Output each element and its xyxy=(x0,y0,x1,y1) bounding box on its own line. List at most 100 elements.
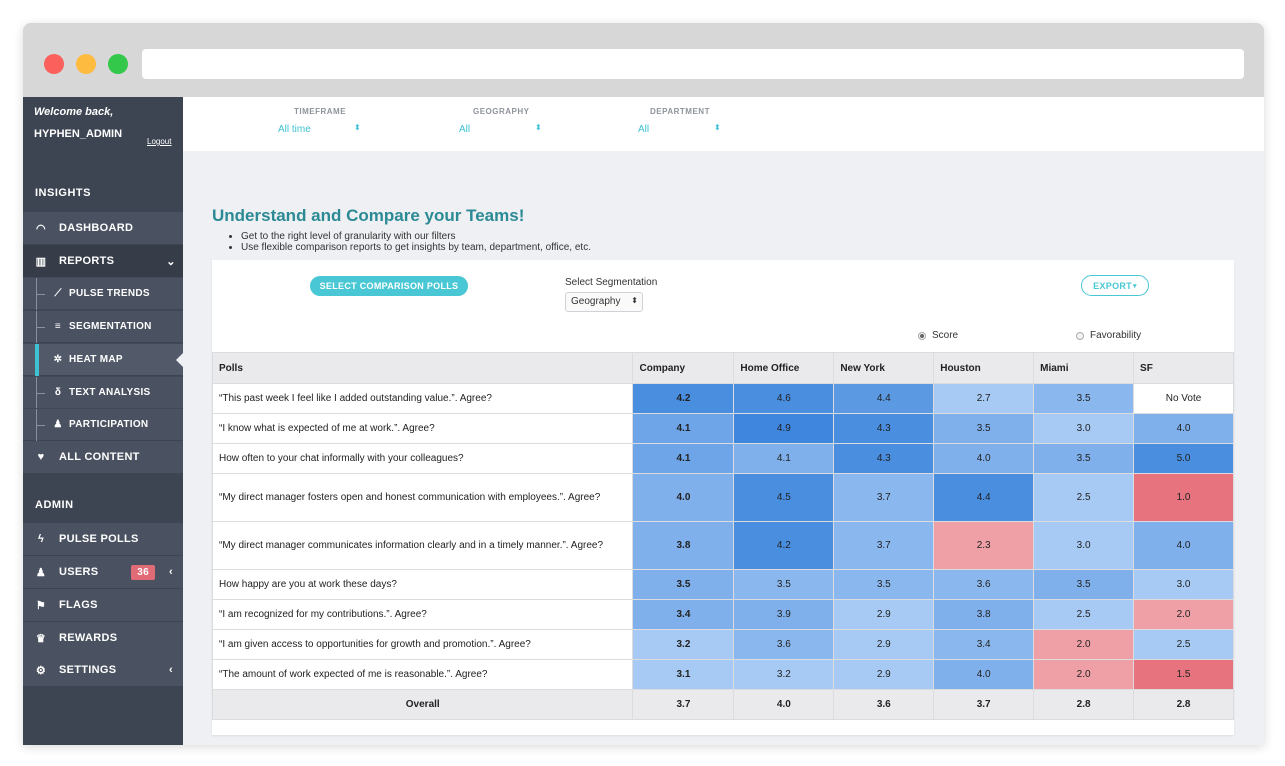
select-arrows-icon: ⬍ xyxy=(535,123,542,132)
page-title: Understand and Compare your Teams! xyxy=(212,206,525,225)
table-row: How happy are you at work these days? 3.5… xyxy=(211,569,1234,600)
poll-question-cell: “My direct manager communicates informat… xyxy=(211,521,634,570)
heatmap-value-cell: 3.0 xyxy=(1133,569,1234,600)
heatmap-value-cell: 4.1 xyxy=(733,443,835,474)
caret-down-icon: ▾ xyxy=(1132,282,1137,290)
flag-icon: ⚑ xyxy=(35,599,47,612)
sidebar-subitem-heat-map[interactable]: ✲ HEAT MAP xyxy=(23,343,183,376)
crown-icon: ♛ xyxy=(35,632,47,645)
sidebar-item-all-content[interactable]: ♥ ALL CONTENT xyxy=(23,441,183,473)
select-comparison-polls-button[interactable]: SELECT COMPARISON POLLS xyxy=(310,276,468,296)
heatmap-card: SELECT COMPARISON POLLS Select Segmentat… xyxy=(211,260,1234,735)
heatmap-value-cell: 3.6 xyxy=(733,629,835,660)
sidebar-subitem-text-analysis[interactable]: δ TEXT ANALYSIS xyxy=(23,376,183,409)
radio-score[interactable]: Score xyxy=(918,330,958,341)
table-row: “My direct manager fosters open and hone… xyxy=(211,473,1234,522)
sidebar-item-users[interactable]: ♟ USERS 36 ‹ xyxy=(23,556,183,588)
table-row: “This past week I feel like I added outs… xyxy=(211,383,1234,414)
sidebar-item-rewards[interactable]: ♛ REWARDS xyxy=(23,622,183,654)
radio-favorability[interactable]: Favorability xyxy=(1076,330,1141,341)
heatmap-value-cell: No Vote xyxy=(1133,383,1234,414)
department-label: DEPARTMENT xyxy=(650,107,710,116)
heatmap-value-cell: 2.9 xyxy=(833,659,935,690)
select-arrows-icon: ⬍ xyxy=(631,296,638,305)
active-caret-icon xyxy=(176,353,183,367)
heatmap-value-cell: 3.5 xyxy=(833,569,935,600)
sidebar-item-label: ALL CONTENT xyxy=(59,451,140,463)
poll-question-cell: “My direct manager fosters open and hone… xyxy=(211,473,634,522)
lightning-icon: ϟ xyxy=(37,533,45,545)
browser-window: Welcome back, HYPHEN_ADMIN Logout INSIGH… xyxy=(23,23,1264,745)
column-header: Company xyxy=(632,352,735,384)
heatmap-value-cell: 3.5 xyxy=(1033,443,1135,474)
heatmap-value-cell: 1.0 xyxy=(1133,473,1234,522)
users-count-badge: 36 xyxy=(131,564,155,580)
export-button[interactable]: EXPORT ▾ xyxy=(1081,275,1149,296)
table-row: How often to your chat informally with y… xyxy=(211,443,1234,474)
heatmap-value-cell: 3.4 xyxy=(933,629,1035,660)
address-bar[interactable] xyxy=(142,49,1244,79)
timeframe-value: All time xyxy=(278,124,311,135)
heatmap-value-cell: 3.9 xyxy=(733,599,835,630)
heatmap-value-cell: 4.9 xyxy=(733,413,835,444)
heatmap-value-cell: 4.5 xyxy=(733,473,835,522)
segmentation-select[interactable]: Geography ⬍ xyxy=(565,292,643,312)
minimize-window-button[interactable] xyxy=(76,54,96,74)
heatmap-value-cell: 2.0 xyxy=(1033,659,1135,690)
sidebar-item-label: FLAGS xyxy=(59,599,98,611)
table-body: “This past week I feel like I added outs… xyxy=(211,383,1234,720)
heatmap-value-cell: 3.5 xyxy=(1033,569,1135,600)
heatmap-value-cell: 2.3 xyxy=(933,521,1035,570)
segmentation-label: Select Segmentation xyxy=(565,277,658,288)
chevron-left-icon: ‹ xyxy=(169,566,173,578)
column-header: SF xyxy=(1133,352,1234,384)
poll-question-cell: How often to your chat informally with y… xyxy=(211,443,634,474)
sidebar-item-label: PARTICIPATION xyxy=(69,419,149,430)
heatmap-value-cell: 4.2 xyxy=(632,383,735,414)
heatmap-value-cell: 3.7 xyxy=(833,521,935,570)
list-lines-icon: ≡ xyxy=(54,321,62,332)
column-header: Miami xyxy=(1033,352,1135,384)
sidebar-item-pulse-polls[interactable]: ϟ PULSE POLLS xyxy=(23,523,183,555)
maximize-window-button[interactable] xyxy=(108,54,128,74)
table-row: “I am recognized for my contributions.”.… xyxy=(211,599,1234,630)
sidebar-subitem-segmentation[interactable]: ≡ SEGMENTATION xyxy=(23,310,183,343)
heatmap-value-cell: 4.0 xyxy=(933,659,1035,690)
sidebar-item-label: SEGMENTATION xyxy=(69,321,152,332)
radio-unselected-icon xyxy=(1076,331,1084,340)
sidebar-item-label: SETTINGS xyxy=(59,664,117,676)
sidebar-item-flags[interactable]: ⚑ FLAGS xyxy=(23,589,183,621)
table-row: “My direct manager communicates informat… xyxy=(211,521,1234,570)
heatmap-value-cell: 3.8 xyxy=(632,521,735,570)
geography-label: GEOGRAPHY xyxy=(473,107,530,116)
column-header: New York xyxy=(833,352,935,384)
sidebar-item-dashboard[interactable]: ◠ DASHBOARD xyxy=(23,212,183,244)
sidebar-subitem-pulse-trends[interactable]: ⟋ PULSE TRENDS xyxy=(23,277,183,310)
segmentation-value: Geography xyxy=(571,296,621,307)
radio-selected-icon xyxy=(918,331,926,340)
overall-value-cell: 3.6 xyxy=(833,689,935,720)
heatmap-value-cell: 4.0 xyxy=(1133,521,1234,570)
heatmap-value-cell: 2.7 xyxy=(933,383,1035,414)
gear-icon: ✲ xyxy=(53,354,63,365)
sidebar-subitem-participation[interactable]: ♟ PARTICIPATION xyxy=(23,408,183,441)
sidebar-item-reports[interactable]: ▥ REPORTS ⌄ xyxy=(23,245,183,277)
heatmap-value-cell: 4.6 xyxy=(733,383,835,414)
heatmap-value-cell: 4.3 xyxy=(833,413,935,444)
select-arrows-icon: ⬍ xyxy=(714,123,721,132)
sidebar-item-label: PULSE POLLS xyxy=(59,533,139,545)
overall-label: Overall xyxy=(211,689,634,720)
close-window-button[interactable] xyxy=(44,54,64,74)
heatmap-value-cell: 2.5 xyxy=(1133,629,1234,660)
users-icon: ♟ xyxy=(35,566,47,579)
heatmap-value-cell: 4.0 xyxy=(632,473,735,522)
logout-link[interactable]: Logout xyxy=(147,137,172,146)
heatmap-value-cell: 5.0 xyxy=(1133,443,1234,474)
heart-icon: ♥ xyxy=(37,451,45,463)
timeframe-label: TIMEFRAME xyxy=(294,107,347,116)
table-row: “The amount of work expected of me is re… xyxy=(211,659,1234,690)
sidebar-item-settings[interactable]: ⚙ SETTINGS ‹ xyxy=(23,654,183,686)
sidebar-item-label: TEXT ANALYSIS xyxy=(69,387,151,398)
heatmap-value-cell: 4.1 xyxy=(632,443,735,474)
table-row: “I know what is expected of me at work.”… xyxy=(211,413,1234,444)
